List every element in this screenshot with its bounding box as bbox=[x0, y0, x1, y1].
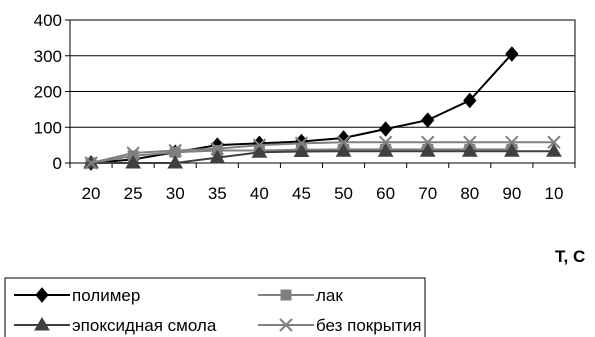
data-point bbox=[505, 135, 519, 149]
x-axis-title: T, C bbox=[555, 247, 585, 266]
y-axis: 0 100 200 300 400 bbox=[34, 11, 70, 173]
data-point bbox=[421, 112, 435, 128]
legend-label: эпоксидная смола bbox=[72, 316, 217, 335]
legend-label: без покрытия bbox=[316, 316, 421, 335]
series-layer bbox=[83, 46, 562, 171]
y-tick-label: 200 bbox=[34, 83, 62, 102]
data-point bbox=[293, 143, 310, 158]
x-tick-label: 70 bbox=[418, 184, 437, 203]
data-point bbox=[463, 135, 477, 149]
legend-frame bbox=[4, 277, 426, 337]
legend-item: эпоксидная смола bbox=[14, 316, 217, 335]
data-point bbox=[335, 143, 352, 157]
x-axis: 20 25 30 35 40 45 50 60 70 80 90 10 bbox=[69, 163, 576, 203]
gridlines bbox=[70, 55, 575, 128]
legend-label: лак bbox=[316, 286, 343, 305]
legend-item: без покрытия bbox=[258, 316, 421, 335]
y-tick-label: 0 bbox=[53, 154, 62, 173]
data-point bbox=[209, 149, 226, 164]
data-point bbox=[84, 156, 98, 170]
series-line bbox=[91, 150, 554, 164]
data-point bbox=[336, 135, 351, 149]
legend: полимер лак эпоксидная смола без покрытия bbox=[4, 277, 426, 337]
series-x bbox=[84, 135, 561, 170]
x-tick-label: 20 bbox=[82, 184, 101, 203]
x-tick-label: 40 bbox=[250, 184, 269, 203]
data-point bbox=[505, 46, 519, 62]
y-tick-label: 400 bbox=[34, 11, 62, 30]
data-point bbox=[168, 143, 182, 158]
data-point bbox=[377, 143, 394, 157]
x-tick-label: 25 bbox=[124, 184, 143, 203]
legend-label: полимер bbox=[72, 286, 140, 305]
x-tick-label: 35 bbox=[208, 184, 227, 203]
series-triangle bbox=[83, 143, 562, 169]
data-point bbox=[126, 146, 140, 160]
x-tick-label: 10 bbox=[544, 184, 563, 203]
legend-marker bbox=[34, 317, 50, 331]
data-point bbox=[210, 141, 224, 156]
x-tick-label: 90 bbox=[502, 184, 521, 203]
data-point bbox=[378, 121, 393, 137]
x-tick-label: 45 bbox=[292, 184, 311, 203]
plot-area: 0 100 200 300 400 20 25 30 35 40 45 50 60 70 80 90 10 bbox=[34, 11, 576, 203]
data-point bbox=[504, 143, 520, 157]
y-tick-label: 100 bbox=[34, 118, 62, 137]
data-point bbox=[461, 143, 478, 157]
data-point bbox=[294, 136, 309, 151]
legend-marker bbox=[35, 287, 49, 303]
data-point bbox=[252, 138, 267, 152]
data-point bbox=[167, 155, 184, 169]
data-point bbox=[463, 92, 477, 109]
x-tick-label: 60 bbox=[376, 184, 395, 203]
data-point bbox=[421, 135, 435, 149]
legend-items: полимер лак эпоксидная смола без покрытия bbox=[14, 286, 421, 335]
y-tick-label: 300 bbox=[34, 47, 62, 66]
data-point bbox=[547, 135, 561, 149]
x-tick-label: 50 bbox=[334, 184, 353, 203]
data-point bbox=[378, 135, 393, 149]
data-point bbox=[419, 143, 436, 157]
data-point bbox=[125, 155, 141, 169]
series-line bbox=[90, 141, 554, 164]
legend-item: полимер bbox=[14, 286, 140, 305]
data-point bbox=[546, 143, 562, 157]
x-tick-label: 30 bbox=[166, 184, 185, 203]
data-point bbox=[251, 144, 268, 158]
legend-marker bbox=[280, 289, 292, 301]
legend-item: лак bbox=[258, 286, 343, 305]
x-tick-label: 80 bbox=[460, 184, 479, 203]
legend-marker bbox=[279, 318, 293, 332]
